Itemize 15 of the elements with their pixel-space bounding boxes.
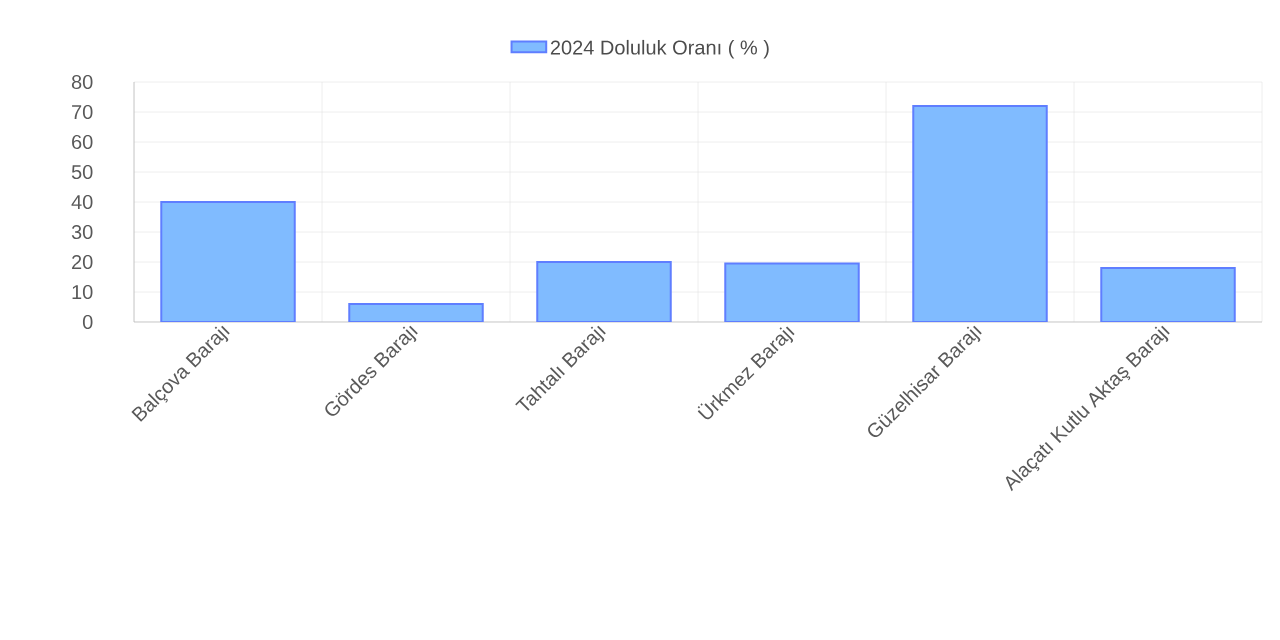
y-tick-label: 80 xyxy=(71,74,93,90)
bar xyxy=(724,262,860,322)
y-tick-label: 70 xyxy=(72,104,93,120)
y-tick-label: 10 xyxy=(72,284,93,300)
legend-label: 2024 Doluluk Oranı ( % ) xyxy=(550,39,769,59)
y-tick-label: 20 xyxy=(72,254,93,270)
bar xyxy=(536,261,672,322)
y-tick-label: 60 xyxy=(72,134,93,150)
bar xyxy=(160,201,296,322)
bar xyxy=(1100,267,1236,322)
y-tick-label: 40 xyxy=(71,194,93,210)
y-tick-label: 50 xyxy=(71,164,93,180)
y-tick-label: 0 xyxy=(82,314,93,330)
bar xyxy=(912,105,1048,322)
y-tick-label: 30 xyxy=(71,224,93,240)
